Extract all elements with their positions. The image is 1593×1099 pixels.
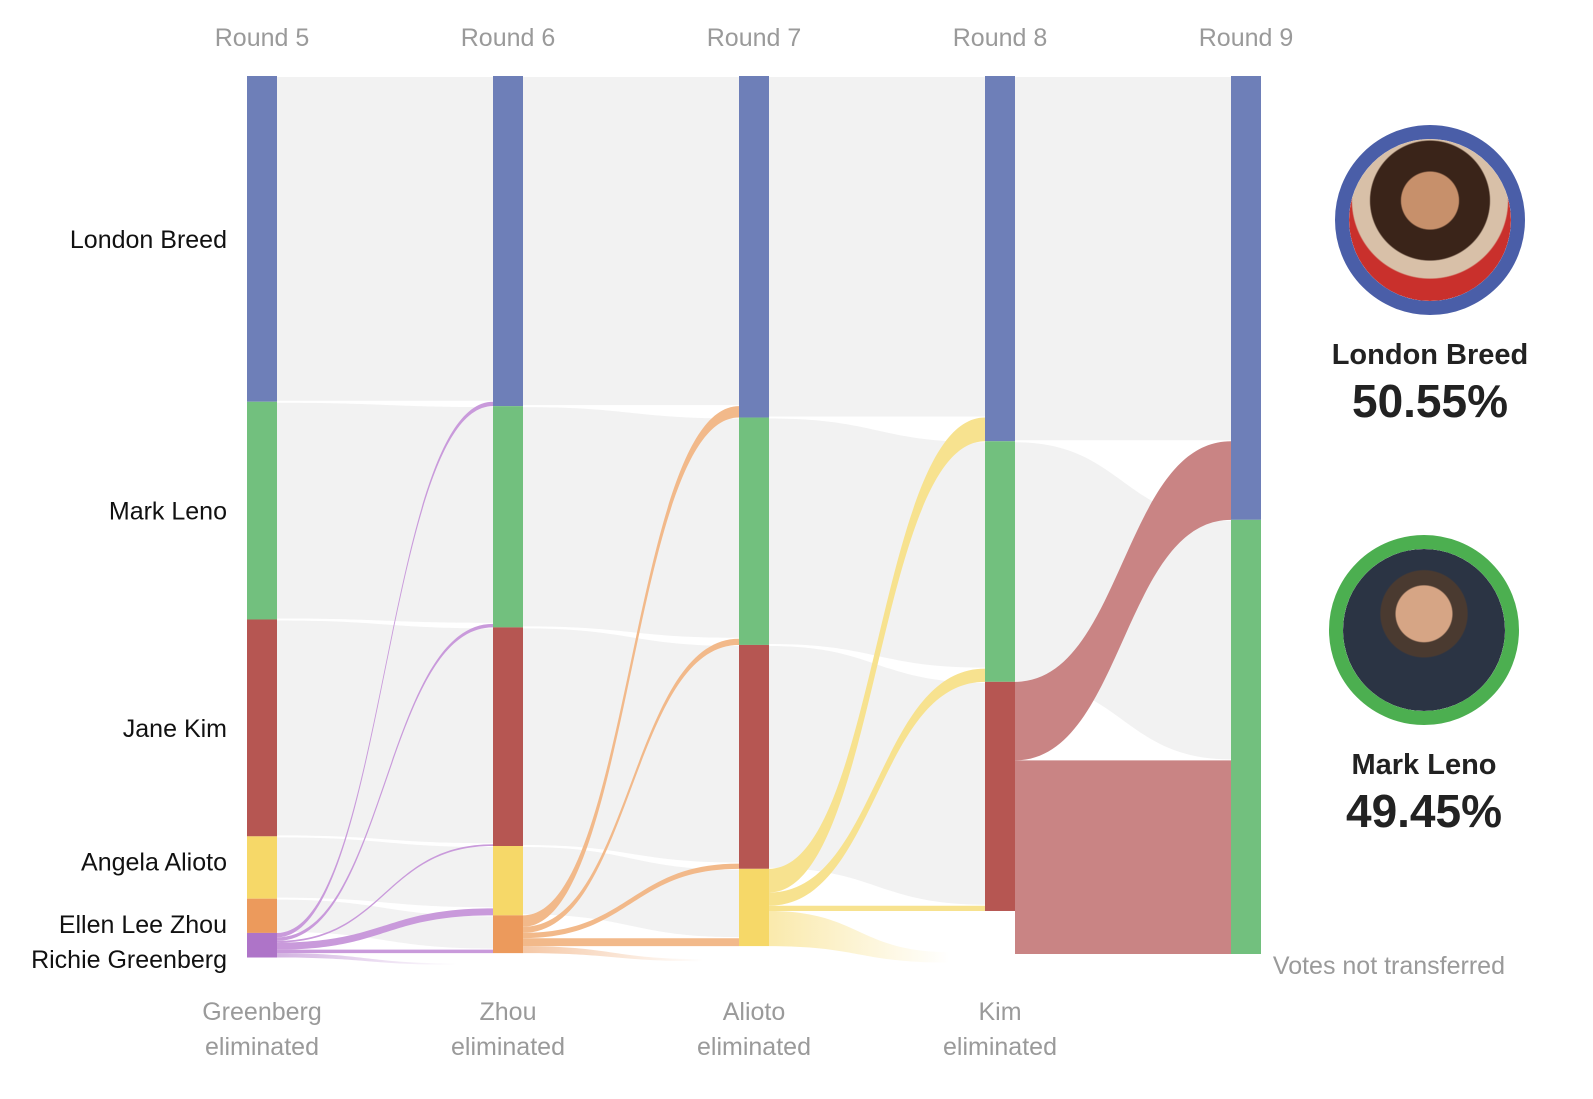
winner-name: Mark Leno xyxy=(1351,749,1497,781)
winner-percentage: 49.45% xyxy=(1345,785,1502,837)
winner-card-london-breed: London Breed 50.55% xyxy=(1300,125,1560,428)
bar-mark-leno-round-7 xyxy=(739,417,769,645)
flow-transfer xyxy=(277,949,493,954)
bar-jane-kim-round-8 xyxy=(985,681,1015,911)
flow-retained xyxy=(277,77,493,401)
flow-layer xyxy=(277,77,1231,965)
bar-jane-kim-round-6 xyxy=(493,627,523,847)
flow-exhausted xyxy=(277,953,457,965)
flow-retained xyxy=(277,620,493,844)
bar-mark-leno-round-5 xyxy=(247,401,277,620)
winner-card-mark-leno: Mark Leno 49.45% xyxy=(1294,535,1554,838)
flow-transfer xyxy=(769,417,985,893)
flow-retained xyxy=(277,402,493,623)
flow-transfer xyxy=(769,668,985,906)
flow-retained xyxy=(277,899,493,949)
bar-angela-alioto-round-6 xyxy=(493,846,523,916)
bar-mark-leno-round-8 xyxy=(985,441,1015,682)
flow-transfer xyxy=(769,905,985,911)
bar-mark-leno-round-6 xyxy=(493,406,523,628)
bar-layer xyxy=(247,76,1261,958)
flow-retained xyxy=(1015,77,1231,441)
elimination-label: Kim xyxy=(978,998,1021,1026)
mark-leno-portrait-icon xyxy=(1329,535,1519,725)
flow-retained xyxy=(523,407,739,638)
winner-percentage: 50.55% xyxy=(1351,375,1508,427)
candidate-label: Mark Leno xyxy=(109,498,227,526)
round-label: Round 8 xyxy=(953,24,1048,52)
bar-angela-alioto-round-5 xyxy=(247,836,277,899)
flow-transfer xyxy=(277,401,493,938)
flow-transfer xyxy=(523,638,739,933)
bar-jane-kim-round-5 xyxy=(247,619,277,837)
flow-transfer xyxy=(1015,441,1231,761)
bar-jane-kim-round-7 xyxy=(739,644,769,869)
bar-ellen-lee-zhou-round-6 xyxy=(493,915,523,954)
flow-exhausted xyxy=(769,910,949,963)
flow-exhausted xyxy=(523,946,703,962)
bar-london-breed-round-9 xyxy=(1231,76,1261,520)
round-label: Round 6 xyxy=(461,24,556,52)
bar-ellen-lee-zhou-round-5 xyxy=(247,898,277,933)
flow-transfer xyxy=(1015,760,1231,954)
flow-transfer xyxy=(277,908,493,950)
flow-transfer xyxy=(523,406,739,927)
label-layer: Round 5 Round 6 Round 7 Round 8 Round 9 Londo… xyxy=(31,24,1505,1061)
london-breed-portrait-icon xyxy=(1335,125,1525,315)
flow-transfer xyxy=(523,938,739,947)
round-label: Round 7 xyxy=(707,24,802,52)
flow-retained xyxy=(523,628,739,863)
flow-transfer xyxy=(277,623,493,941)
candidate-label: Jane Kim xyxy=(123,715,227,743)
elimination-label: Zhou xyxy=(480,998,537,1026)
bar-london-breed-round-7 xyxy=(739,76,769,418)
flow-transfer xyxy=(523,863,739,939)
winner-name: London Breed xyxy=(1331,339,1529,371)
elimination-label: Greenberg xyxy=(202,998,322,1026)
bar-london-breed-round-8 xyxy=(985,76,1015,442)
bar-richie-greenberg-round-5 xyxy=(247,932,277,958)
elimination-label-line2: eliminated xyxy=(205,1033,319,1061)
bar-angela-alioto-round-7 xyxy=(739,868,769,947)
elimination-label-line2: eliminated xyxy=(697,1033,811,1061)
round-label: Round 9 xyxy=(1199,24,1294,52)
candidate-label: Angela Alioto xyxy=(81,849,227,877)
bar-london-breed-round-5 xyxy=(247,76,277,402)
candidate-label: London Breed xyxy=(70,226,227,254)
elimination-label-line2: eliminated xyxy=(451,1033,565,1061)
flow-retained xyxy=(769,77,985,417)
elimination-label: Alioto xyxy=(723,998,786,1026)
round-label: Round 5 xyxy=(215,24,310,52)
candidate-label: Ellen Lee Zhou xyxy=(59,911,227,939)
flow-transfer xyxy=(277,844,493,943)
bar-mark-leno-round-9 xyxy=(1231,519,1261,954)
votes-not-transferred-label: Votes not transferred xyxy=(1273,952,1505,980)
flow-retained xyxy=(523,77,739,406)
elimination-label-line2: eliminated xyxy=(943,1033,1057,1061)
candidate-label: Richie Greenberg xyxy=(31,946,227,974)
bar-london-breed-round-6 xyxy=(493,76,523,407)
